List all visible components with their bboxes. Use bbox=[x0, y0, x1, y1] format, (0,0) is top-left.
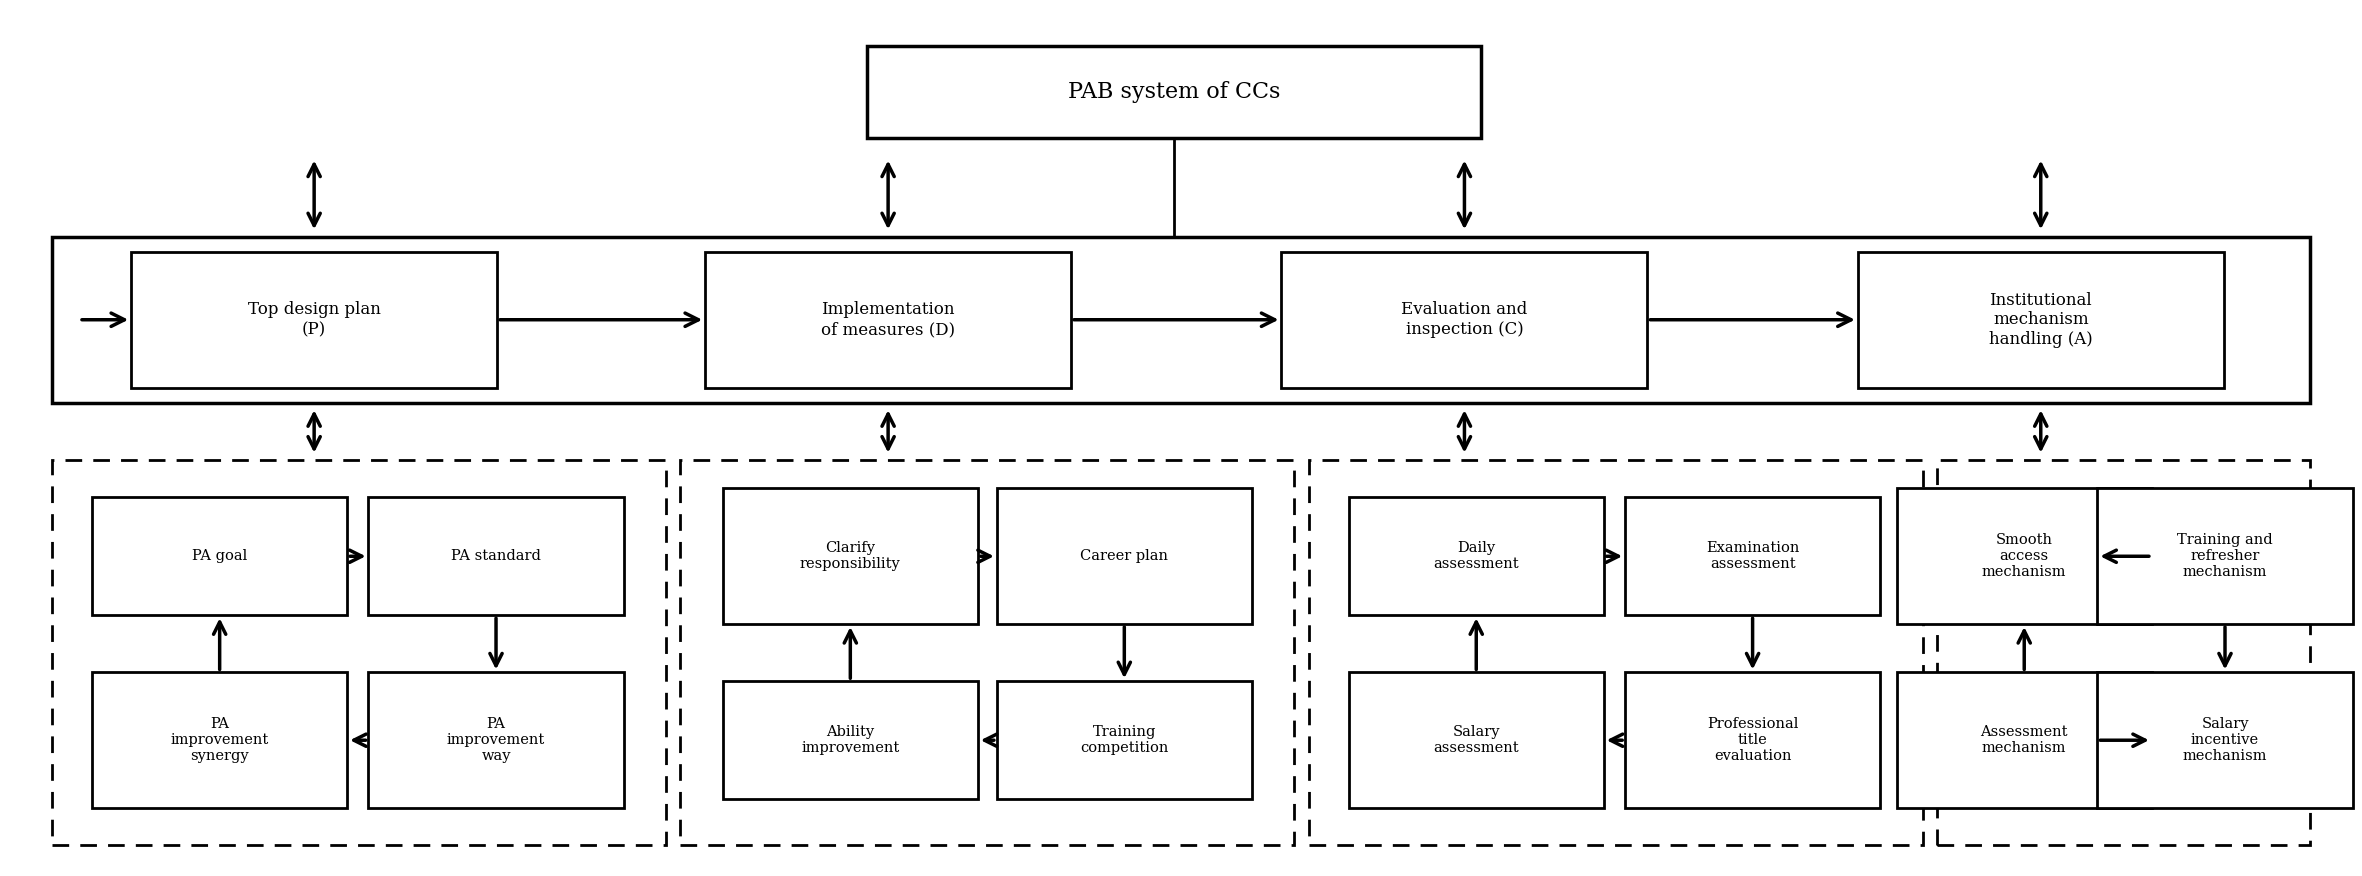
Text: Training
competition: Training competition bbox=[1079, 725, 1169, 755]
FancyBboxPatch shape bbox=[1897, 673, 2152, 808]
FancyBboxPatch shape bbox=[1280, 252, 1649, 387]
Text: Examination
assessment: Examination assessment bbox=[1705, 541, 1800, 571]
FancyBboxPatch shape bbox=[368, 498, 624, 615]
FancyBboxPatch shape bbox=[1897, 489, 2152, 624]
Text: Top design plan
(P): Top design plan (P) bbox=[248, 301, 380, 338]
FancyBboxPatch shape bbox=[704, 252, 1072, 387]
Text: Clarify
responsibility: Clarify responsibility bbox=[801, 541, 900, 571]
Text: Salary
incentive
mechanism: Salary incentive mechanism bbox=[2182, 717, 2268, 763]
FancyBboxPatch shape bbox=[997, 682, 1252, 799]
FancyBboxPatch shape bbox=[92, 673, 347, 808]
FancyBboxPatch shape bbox=[867, 46, 1481, 138]
FancyBboxPatch shape bbox=[132, 252, 496, 387]
Text: Smooth
access
mechanism: Smooth access mechanism bbox=[1982, 533, 2067, 579]
FancyBboxPatch shape bbox=[997, 489, 1252, 624]
Text: Professional
title
evaluation: Professional title evaluation bbox=[1708, 717, 1797, 763]
FancyBboxPatch shape bbox=[723, 489, 978, 624]
Text: Ability
improvement: Ability improvement bbox=[801, 725, 900, 755]
Text: Assessment
mechanism: Assessment mechanism bbox=[1979, 725, 2069, 755]
FancyBboxPatch shape bbox=[1625, 498, 1880, 615]
FancyBboxPatch shape bbox=[1857, 252, 2223, 387]
Text: PAB system of CCs: PAB system of CCs bbox=[1068, 81, 1280, 103]
Text: PA
improvement
synergy: PA improvement synergy bbox=[170, 717, 269, 763]
Text: Implementation
of measures (D): Implementation of measures (D) bbox=[822, 301, 954, 338]
Text: Daily
assessment: Daily assessment bbox=[1434, 541, 1519, 571]
Text: PA goal: PA goal bbox=[191, 549, 248, 563]
FancyBboxPatch shape bbox=[2097, 489, 2353, 624]
Text: Evaluation and
inspection (C): Evaluation and inspection (C) bbox=[1401, 301, 1528, 338]
FancyBboxPatch shape bbox=[2097, 673, 2353, 808]
FancyBboxPatch shape bbox=[1625, 673, 1880, 808]
Text: Salary
assessment: Salary assessment bbox=[1434, 725, 1519, 755]
Text: PA standard: PA standard bbox=[451, 549, 541, 563]
Text: PA
improvement
way: PA improvement way bbox=[446, 717, 546, 763]
FancyBboxPatch shape bbox=[92, 498, 347, 615]
Text: Training and
refresher
mechanism: Training and refresher mechanism bbox=[2178, 533, 2272, 579]
FancyBboxPatch shape bbox=[1349, 673, 1604, 808]
Text: Career plan: Career plan bbox=[1079, 549, 1169, 563]
FancyBboxPatch shape bbox=[723, 682, 978, 799]
FancyBboxPatch shape bbox=[52, 237, 2310, 403]
FancyBboxPatch shape bbox=[1349, 498, 1604, 615]
Text: Institutional
mechanism
handling (A): Institutional mechanism handling (A) bbox=[1989, 292, 2093, 348]
FancyBboxPatch shape bbox=[368, 673, 624, 808]
